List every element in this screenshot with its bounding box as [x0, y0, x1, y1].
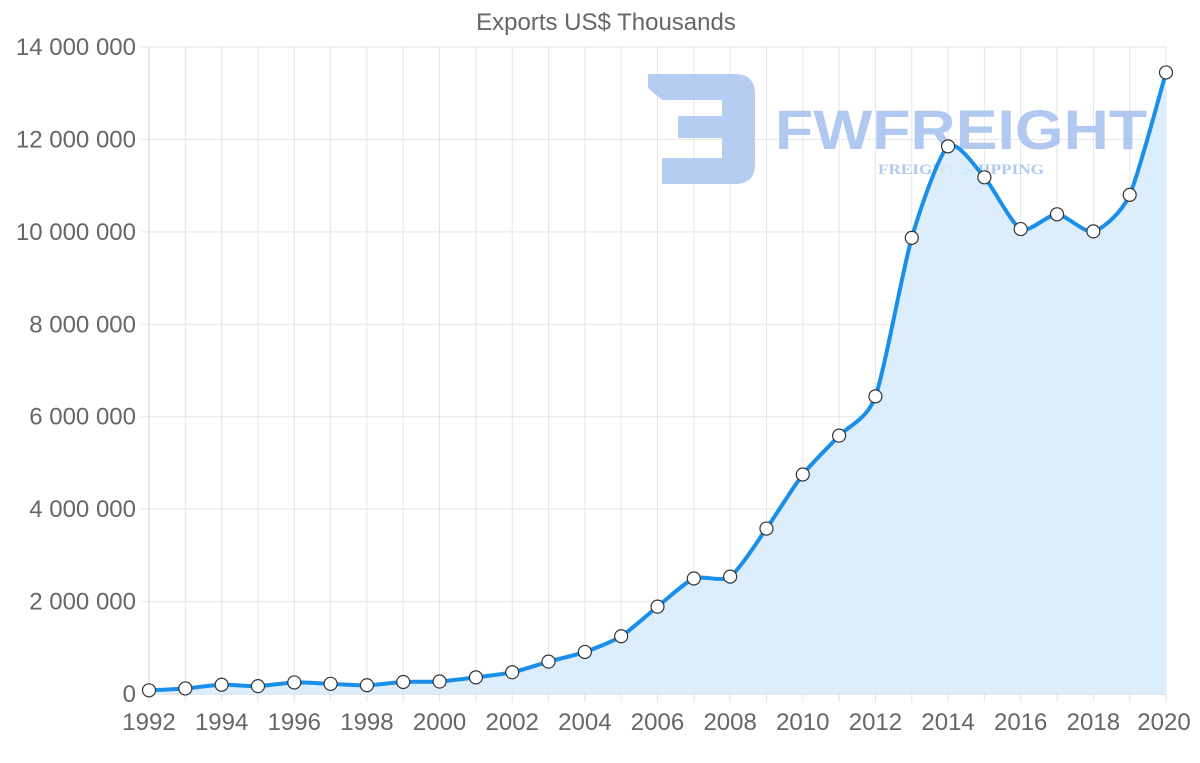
data-point[interactable] — [432, 674, 447, 689]
data-point[interactable] — [759, 521, 774, 536]
y-axis-tick-labels: 0 2 000 000 4 000 000 6 000 000 8 000 000 10 … — [16, 34, 136, 708]
data-point[interactable] — [323, 676, 338, 691]
data-point[interactable] — [977, 170, 992, 185]
x-tick-label: 2000 — [413, 709, 466, 736]
x-tick-label: 2002 — [486, 709, 539, 736]
data-point[interactable] — [614, 629, 629, 644]
data-point[interactable] — [940, 139, 956, 154]
data-point[interactable] — [1122, 187, 1137, 202]
data-point[interactable] — [468, 670, 483, 685]
watermark-logo-icon — [648, 74, 755, 184]
data-point[interactable] — [214, 677, 229, 692]
data-point[interactable] — [1049, 207, 1065, 222]
data-point[interactable] — [141, 683, 157, 698]
data-point[interactable] — [1013, 221, 1028, 237]
x-tick-label: 1998 — [340, 709, 393, 736]
x-tick-label: 2010 — [776, 709, 829, 736]
data-point[interactable] — [287, 675, 302, 690]
x-tick-label: 2004 — [558, 709, 611, 736]
y-tick-label: 8 000 000 — [29, 311, 136, 338]
data-point[interactable] — [723, 569, 738, 584]
y-tick-label: 12 000 000 — [16, 126, 136, 153]
x-tick-label: 2008 — [703, 709, 756, 736]
watermark: FWFREIGHT FREIGHT SHIPPING — [648, 74, 1147, 184]
x-tick-label: 2006 — [631, 709, 684, 736]
x-tick-label: 1994 — [195, 709, 248, 736]
x-tick-label: 2020 — [1137, 709, 1190, 736]
y-tick-label: 6 000 000 — [29, 404, 136, 431]
x-tick-label: 2012 — [849, 709, 902, 736]
plot-area — [141, 65, 1174, 698]
x-tick-label: 1992 — [122, 709, 175, 736]
data-point[interactable] — [541, 654, 556, 669]
data-point[interactable] — [868, 389, 883, 404]
y-tick-label: 14 000 000 — [16, 34, 136, 61]
y-tick-label: 4 000 000 — [29, 496, 136, 523]
data-point[interactable] — [650, 599, 665, 614]
data-point[interactable] — [250, 679, 266, 694]
x-tick-label: 2018 — [1067, 709, 1120, 736]
data-point[interactable] — [396, 674, 411, 690]
data-point[interactable] — [577, 644, 592, 660]
series-area-fill — [149, 72, 1166, 695]
data-points — [141, 65, 1174, 698]
data-point[interactable] — [832, 428, 847, 443]
data-point[interactable] — [795, 467, 810, 482]
chart-title: Exports US$ Thousands — [476, 9, 736, 36]
data-point[interactable] — [178, 681, 193, 696]
data-point[interactable] — [686, 571, 701, 586]
data-point[interactable] — [904, 230, 919, 245]
data-point[interactable] — [359, 678, 375, 693]
x-axis-tick-labels: 1992 1994 1996 1998 2000 2002 2004 2006 2008 2010… — [122, 709, 1190, 736]
y-tick-label: 0 — [123, 681, 136, 708]
data-point[interactable] — [1086, 224, 1101, 239]
x-tick-label: 2016 — [994, 709, 1047, 736]
data-point[interactable] — [505, 665, 520, 680]
y-tick-label: 10 000 000 — [16, 219, 136, 246]
data-point[interactable] — [1158, 65, 1174, 80]
x-tick-label: 2014 — [921, 709, 974, 736]
x-tick-label: 1996 — [268, 709, 321, 736]
y-tick-label: 2 000 000 — [29, 589, 136, 616]
